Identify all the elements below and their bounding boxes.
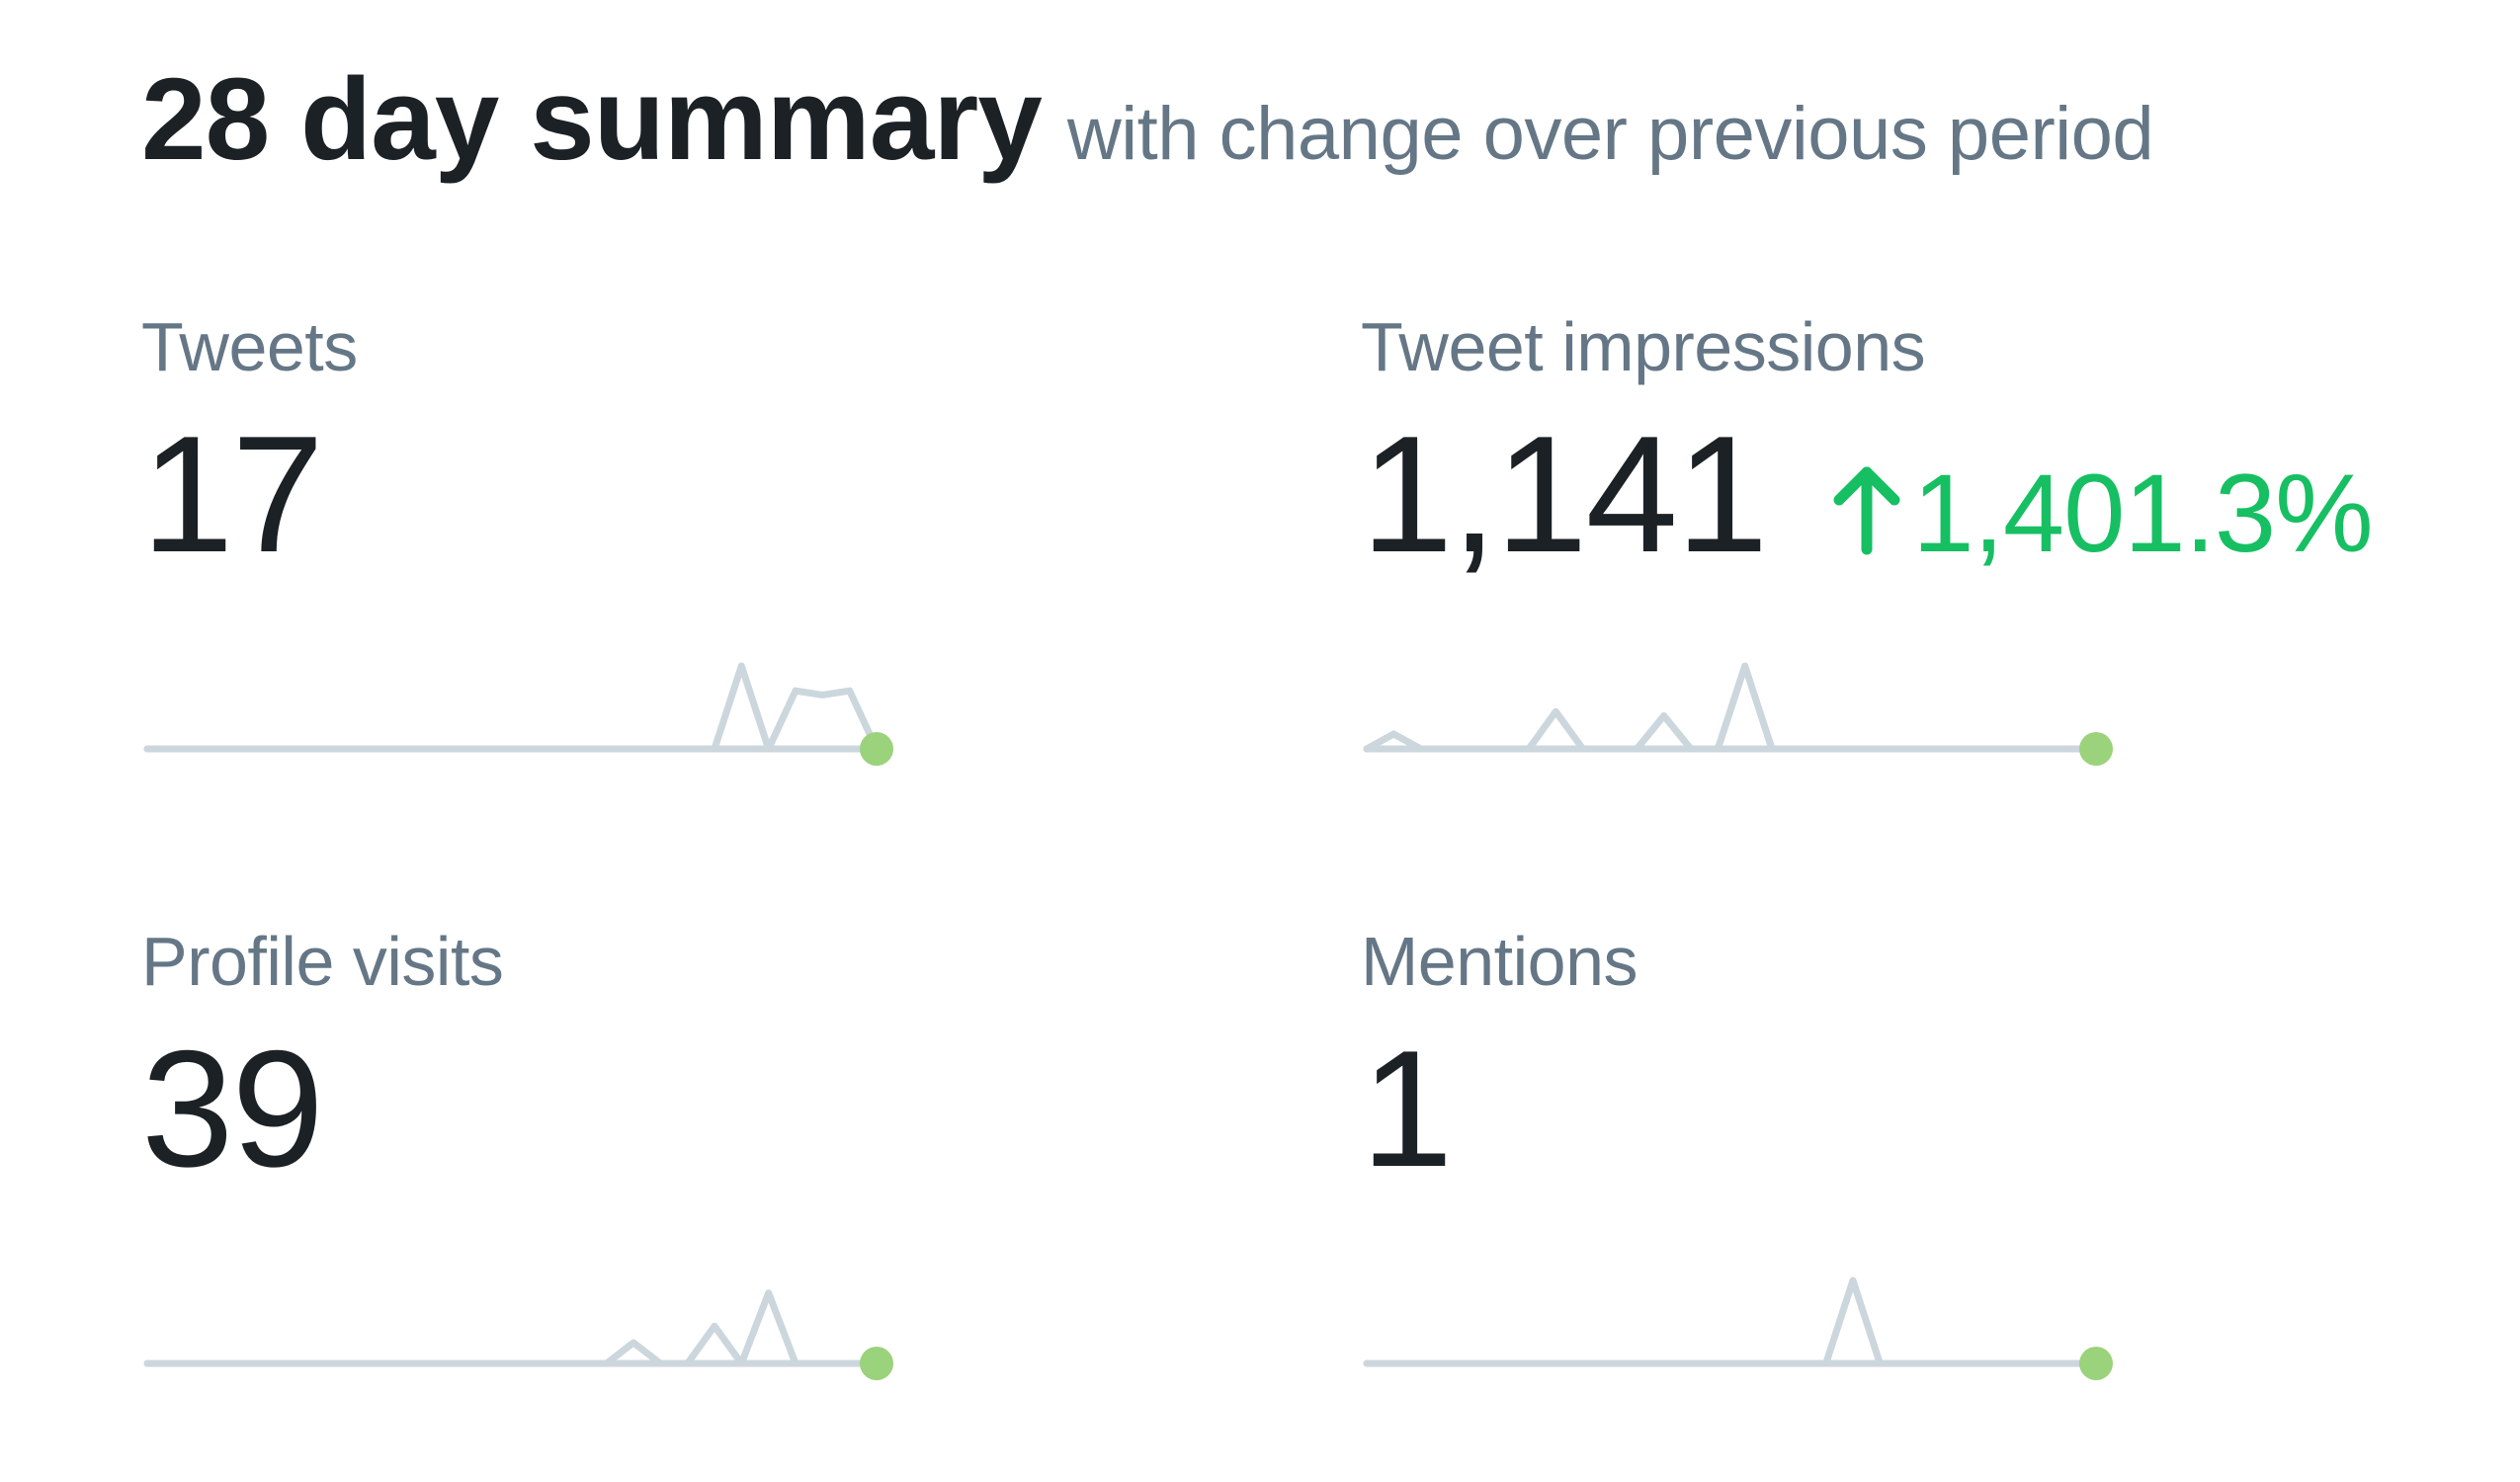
change-percent: 1,401.3% [1912, 452, 2373, 575]
metric-value-row: 1 [1361, 1016, 1453, 1201]
metric-value-row: 39 [141, 1016, 324, 1201]
sparkline-trend-line [143, 1289, 881, 1367]
sparkline-trend-line [1363, 662, 2100, 753]
sparkline-trend-line [1363, 1276, 2100, 1367]
sparkline-profile-visits [143, 1289, 893, 1380]
arrow-up-icon [1827, 460, 1906, 559]
sparkline-mentions [1363, 1276, 2113, 1380]
page-title: 28 day summary [141, 54, 1043, 185]
sparkline-endpoint-dot [2079, 1347, 2113, 1380]
metric-card-profile-visits: Profile visits 39 [141, 927, 1288, 1441]
sparkline-trend-line [143, 662, 881, 753]
metric-card-mentions: Mentions 1 [1361, 927, 2507, 1441]
sparkline-endpoint-dot [860, 1347, 893, 1380]
metric-value-row: 1,141 1,401.3% [1361, 401, 2374, 587]
metric-label: Tweet impressions [1361, 308, 1926, 385]
sparkline-tweets [143, 662, 893, 766]
sparkline-tweet-impressions [1363, 662, 2113, 766]
sparkline-endpoint-dot [2079, 732, 2113, 766]
metric-card-tweet-impressions: Tweet impressions 1,141 1,401.3% [1361, 312, 2507, 826]
sparkline-endpoint-dot [860, 732, 893, 766]
metric-label: Mentions [1361, 923, 1638, 1000]
metric-label: Tweets [141, 308, 358, 385]
metric-value: 39 [141, 1016, 324, 1201]
page-subtitle: with change over previous period [1066, 92, 2154, 176]
metric-value: 1 [1361, 1016, 1453, 1201]
metric-value: 1,141 [1361, 401, 1768, 587]
change-indicator: 1,401.3% [1827, 452, 2374, 575]
metric-label: Profile visits [141, 923, 504, 1000]
metric-card-tweets: Tweets 17 [141, 312, 1288, 826]
metric-value: 17 [141, 401, 324, 587]
metric-value-row: 17 [141, 401, 324, 587]
summary-header: 28 day summary with change over previous … [141, 61, 2154, 178]
